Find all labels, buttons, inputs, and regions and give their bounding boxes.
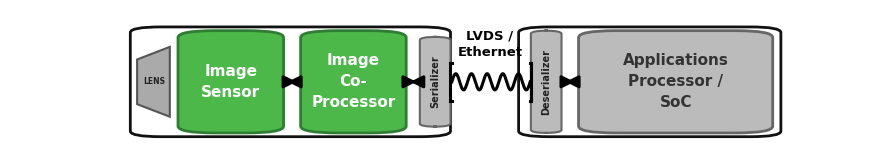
Polygon shape <box>137 47 169 117</box>
FancyBboxPatch shape <box>300 31 406 133</box>
FancyBboxPatch shape <box>518 27 780 137</box>
Text: Image
Co-
Processor: Image Co- Processor <box>311 53 395 110</box>
Text: Image
Sensor: Image Sensor <box>201 64 260 100</box>
Text: LVDS /
Ethernet: LVDS / Ethernet <box>457 30 522 59</box>
FancyBboxPatch shape <box>530 31 561 133</box>
Text: LENS: LENS <box>143 77 165 86</box>
FancyBboxPatch shape <box>420 37 450 127</box>
Text: Deserializer: Deserializer <box>541 49 551 115</box>
FancyBboxPatch shape <box>177 31 284 133</box>
Text: Serializer: Serializer <box>429 55 440 108</box>
FancyBboxPatch shape <box>130 27 450 137</box>
Text: Applications
Processor /
SoC: Applications Processor / SoC <box>622 53 728 110</box>
FancyBboxPatch shape <box>578 31 772 133</box>
